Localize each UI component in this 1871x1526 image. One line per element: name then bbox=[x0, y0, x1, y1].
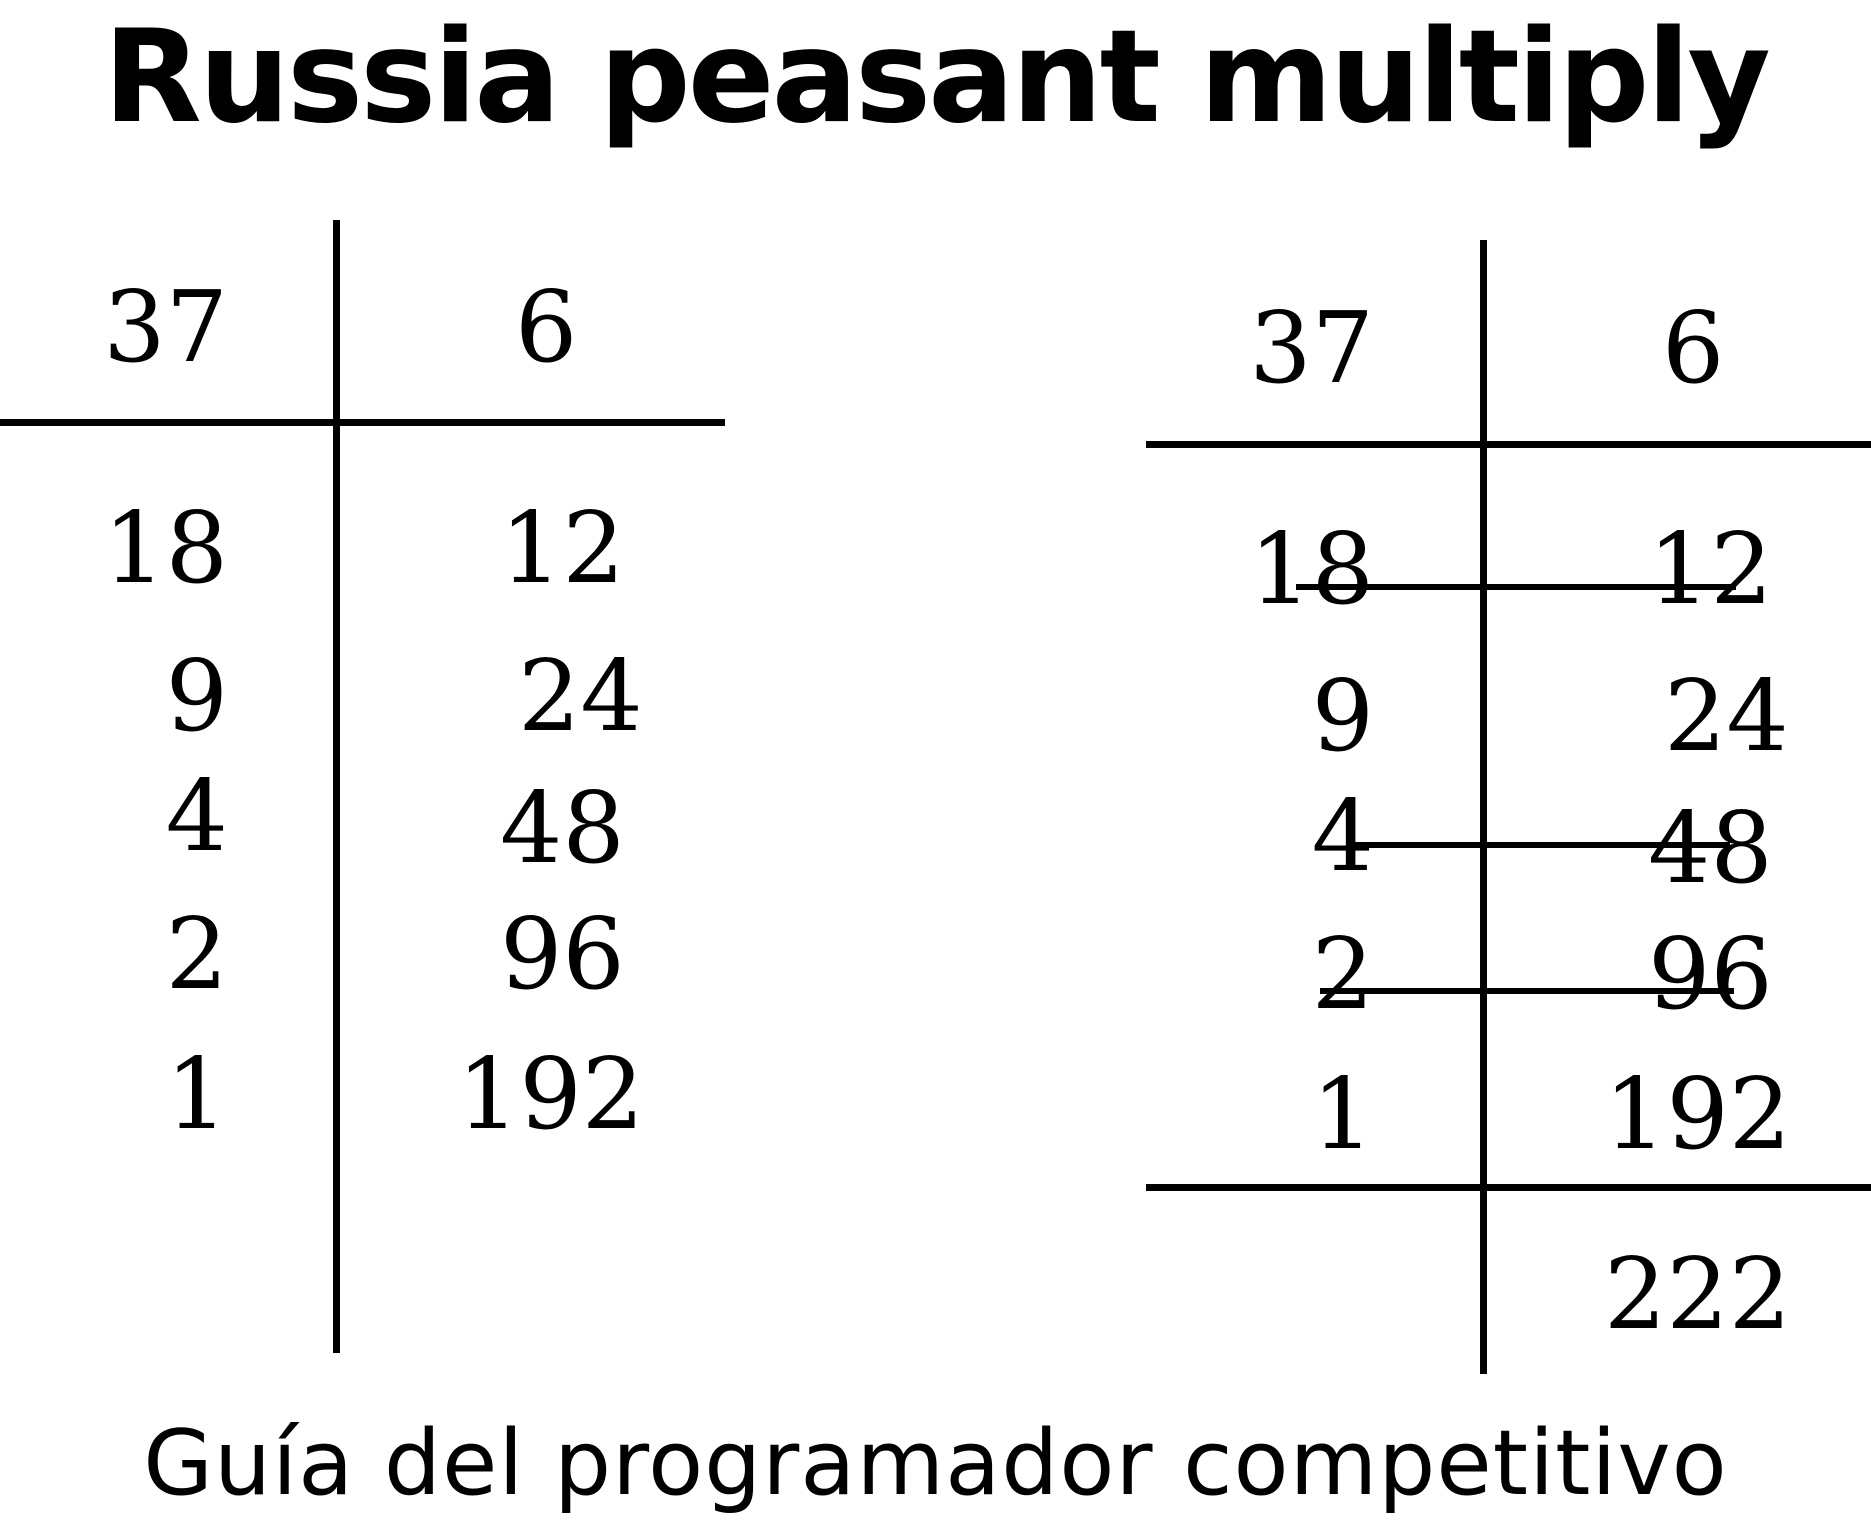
strikethrough-row-18-12 bbox=[1296, 584, 1736, 590]
left-row-a: 18 bbox=[103, 492, 228, 606]
right-row-a: 9 bbox=[1311, 660, 1374, 774]
right-table-sum-line bbox=[1146, 1184, 1871, 1191]
right-header-a: 37 bbox=[1249, 292, 1374, 406]
left-row-b: 12 bbox=[500, 492, 625, 606]
diagram-caption: Guía del programador competitivo bbox=[143, 1411, 1728, 1516]
strikethrough-row-4-48 bbox=[1352, 842, 1730, 848]
right-row-a: 18 bbox=[1249, 513, 1374, 627]
left-table-divider-vertical bbox=[333, 220, 340, 1353]
right-row-b: 192 bbox=[1604, 1058, 1792, 1172]
right-row-b: 12 bbox=[1648, 513, 1773, 627]
left-row-a: 4 bbox=[165, 760, 228, 874]
left-row-a: 1 bbox=[165, 1038, 228, 1152]
right-row-b: 48 bbox=[1648, 792, 1773, 906]
left-header-a: 37 bbox=[103, 271, 228, 385]
right-row-a: 4 bbox=[1311, 780, 1374, 894]
strikethrough-row-2-96 bbox=[1320, 988, 1734, 994]
left-row-a: 2 bbox=[165, 898, 228, 1012]
left-row-b: 96 bbox=[500, 898, 625, 1012]
diagram-title: Russia peasant multiply bbox=[103, 3, 1771, 152]
left-header-b: 6 bbox=[515, 271, 578, 385]
right-row-a: 1 bbox=[1311, 1058, 1374, 1172]
left-row-b: 24 bbox=[518, 640, 643, 754]
left-row-b: 192 bbox=[457, 1038, 645, 1152]
right-table-divider-vertical bbox=[1480, 240, 1487, 1374]
right-result: 222 bbox=[1604, 1238, 1792, 1352]
right-row-b: 24 bbox=[1664, 660, 1789, 774]
right-header-b: 6 bbox=[1662, 292, 1725, 406]
right-table-divider-horizontal bbox=[1146, 441, 1871, 448]
left-row-a: 9 bbox=[165, 640, 228, 754]
right-row-b: 96 bbox=[1648, 918, 1773, 1032]
left-row-b: 48 bbox=[500, 772, 625, 886]
left-table-divider-horizontal bbox=[0, 419, 725, 426]
right-row-a: 2 bbox=[1311, 918, 1374, 1032]
